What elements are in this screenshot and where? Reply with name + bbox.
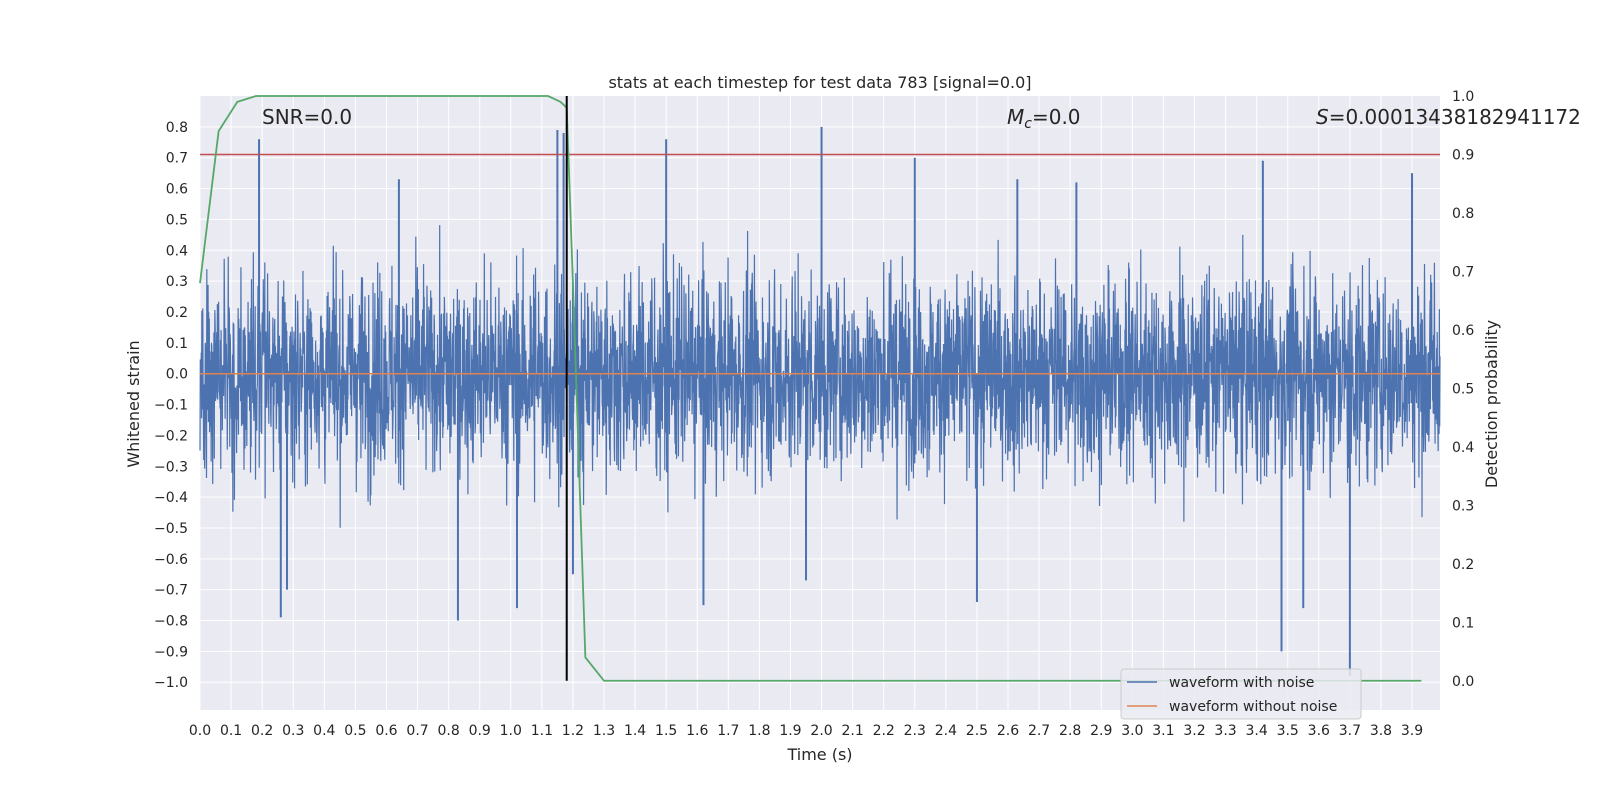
y-tick-label: −0.7: [154, 583, 188, 599]
x-tick-label: 3.6: [1308, 723, 1330, 739]
y-axis-label: Whitened strain: [124, 340, 143, 467]
x-tick-labels: 0.0 0.1 0.2 0.3 0.4 0.5 0.6 0.7 0.8 0.9 1.0 1.1 1.2 1…: [189, 723, 1423, 739]
y-tick-label: 0.0: [166, 367, 188, 383]
y-tick-label: −0.8: [154, 614, 188, 630]
y-tick-label: −0.5: [154, 521, 188, 537]
y-tick-label: 0.5: [166, 212, 188, 228]
y-tick-label: −1.0: [154, 675, 188, 691]
y-right-tick-label: 0.9: [1452, 147, 1474, 163]
x-tick-label: 1.0: [500, 723, 522, 739]
x-tick-label: 3.9: [1401, 723, 1423, 739]
y-right-tick-labels: 1.0 0.9 0.8 0.7 0.6 0.5 0.4 0.3 0.2 0.1 0.0: [1452, 89, 1474, 690]
overlays: [199, 95, 1440, 682]
x-tick-label: 1.4: [624, 723, 646, 739]
x-tick-label: 2.3: [904, 723, 926, 739]
legend-label-clean: waveform without noise: [1169, 699, 1337, 715]
x-tick-label: 3.3: [1214, 723, 1236, 739]
x-tick-label: 0.6: [375, 723, 397, 739]
legend-label-noise: waveform with noise: [1169, 675, 1314, 691]
x-tick-label: 3.8: [1370, 723, 1392, 739]
y-right-tick-label: 0.6: [1452, 323, 1474, 339]
x-tick-label: 2.6: [997, 723, 1019, 739]
y-tick-label: 0.1: [166, 336, 188, 352]
x-tick-label: 0.9: [469, 723, 491, 739]
x-tick-label: 2.7: [1028, 723, 1050, 739]
y-tick-label: −0.1: [154, 398, 188, 414]
mc-annotation: Mc=0.0: [1007, 105, 1081, 132]
x-tick-label: 2.0: [810, 723, 832, 739]
y-right-tick-label: 0.3: [1452, 498, 1474, 514]
y-tick-label: −0.6: [154, 552, 188, 568]
y-right-tick-label: 0.4: [1452, 440, 1474, 456]
x-axis-label: Time (s): [786, 745, 852, 764]
chart-title: stats at each timestep for test data 783…: [608, 73, 1031, 92]
x-tick-label: 0.8: [437, 723, 459, 739]
x-tick-label: 2.5: [966, 723, 988, 739]
x-tick-label: 1.8: [748, 723, 770, 739]
x-tick-label: 1.3: [593, 723, 615, 739]
x-tick-label: 0.5: [344, 723, 366, 739]
x-tick-label: 0.4: [313, 723, 335, 739]
x-tick-label: 0.7: [406, 723, 428, 739]
y-tick-label: 0.4: [166, 243, 188, 259]
y-right-tick-label: 1.0: [1452, 89, 1474, 105]
series-waveform-with-noise: [199, 126, 1441, 677]
x-tick-label: 1.6: [686, 723, 708, 739]
x-tick-label: 2.8: [1059, 723, 1081, 739]
x-tick-label: 0.0: [189, 723, 211, 739]
y-tick-labels: 0.8 0.7 0.6 0.5 0.4 0.3 0.2 0.1 0.0 −0.1 −0.2 −0.3 −…: [154, 120, 188, 691]
y-tick-label: 0.7: [166, 151, 188, 167]
y-right-tick-label: 0.2: [1452, 557, 1474, 573]
y-right-tick-label: 0.0: [1452, 674, 1474, 690]
y-tick-label: 0.6: [166, 182, 188, 198]
y-tick-label: −0.2: [154, 428, 188, 444]
x-tick-label: 3.5: [1277, 723, 1299, 739]
y-tick-label: −0.9: [154, 644, 188, 660]
legend-box: [1120, 668, 1362, 720]
x-tick-label: 0.1: [220, 723, 242, 739]
y-tick-label: 0.3: [166, 274, 188, 290]
x-tick-label: 3.0: [1121, 723, 1143, 739]
x-tick-label: 1.2: [562, 723, 584, 739]
x-tick-label: 3.7: [1339, 723, 1361, 739]
x-tick-label: 1.5: [655, 723, 677, 739]
x-tick-label: 2.4: [935, 723, 957, 739]
y-right-tick-label: 0.7: [1452, 264, 1474, 280]
s-annotation: S=0.00013438182941172: [1316, 105, 1581, 129]
x-tick-label: 1.7: [717, 723, 739, 739]
y-right-axis-label: Detection probability: [1482, 320, 1501, 488]
y-right-tick-label: 0.1: [1452, 615, 1474, 631]
x-tick-label: 0.3: [282, 723, 304, 739]
x-tick-label: 3.2: [1183, 723, 1205, 739]
y-right-tick-label: 0.8: [1452, 206, 1474, 222]
y-tick-label: 0.8: [166, 120, 188, 136]
x-tick-label: 2.1: [841, 723, 863, 739]
x-tick-label: 2.9: [1090, 723, 1112, 739]
x-tick-label: 2.2: [873, 723, 895, 739]
y-tick-label: −0.3: [154, 459, 188, 475]
series-detection-probability: [199, 95, 1422, 682]
x-tick-label: 1.1: [531, 723, 553, 739]
y-right-tick-label: 0.5: [1452, 381, 1474, 397]
x-tick-label: 3.1: [1152, 723, 1174, 739]
legend: waveform with noise waveform without noi…: [1120, 668, 1362, 720]
y-tick-label: 0.2: [166, 305, 188, 321]
x-tick-label: 3.4: [1246, 723, 1268, 739]
snr-annotation: SNR=0.0: [262, 105, 352, 129]
x-tick-label: 0.2: [251, 723, 273, 739]
y-tick-label: −0.4: [154, 490, 188, 506]
x-tick-label: 1.9: [779, 723, 801, 739]
